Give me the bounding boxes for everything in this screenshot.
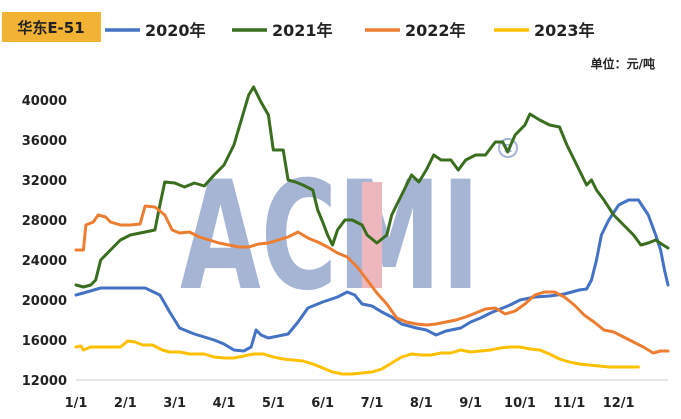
legend-label: 2021年 [272,21,333,40]
y-tick-label: 28000 [22,214,67,229]
series-group [74,85,670,376]
y-tick-label: 12000 [22,374,67,389]
legend-label: 2023年 [534,21,595,40]
series-line-2021年 [74,85,670,289]
legend-label: 2022年 [405,21,466,40]
y-tick-label: 40000 [22,94,67,109]
watermark-accent [362,182,382,288]
x-tick-label: 5/1 [262,396,285,411]
y-tick-label: 20000 [22,294,67,309]
legend-label: 2020年 [145,21,206,40]
x-tick-label: 1/1 [65,396,88,411]
y-tick-label: 16000 [22,334,67,349]
y-tick-label: 32000 [22,174,67,189]
x-tick-label: 8/1 [410,396,433,411]
watermark: ACMI R [180,138,518,324]
x-tick-label: 9/1 [459,396,482,411]
x-tick-label: 12/1 [603,396,635,411]
legend: 2020年 2021年 2022年 2023年 [105,21,595,40]
x-tick-label: 6/1 [311,396,334,411]
x-tick-label: 11/1 [553,396,585,411]
unit-label: 单位：元/吨 [591,56,655,71]
axes: 12000 16000 20000 24000 28000 32000 36000 40000… [22,94,668,411]
series-line-2020年 [74,198,670,353]
x-tick-label: 2/1 [114,396,137,411]
y-tick-label: 36000 [22,134,67,149]
registered-mark-icon [498,138,518,158]
chart-title: 华东E-51 [17,19,84,37]
x-tick-label: 7/1 [361,396,384,411]
chart-title-box: 华东E-51 [2,12,101,42]
series-line-2023年 [74,339,640,376]
x-tick-label: 10/1 [504,396,536,411]
y-tick-label: 24000 [22,254,67,269]
x-tick-label: 3/1 [163,396,186,411]
chart-title-background [2,12,101,42]
series-line-2022年 [74,204,670,355]
x-tick-label: 4/1 [213,396,236,411]
